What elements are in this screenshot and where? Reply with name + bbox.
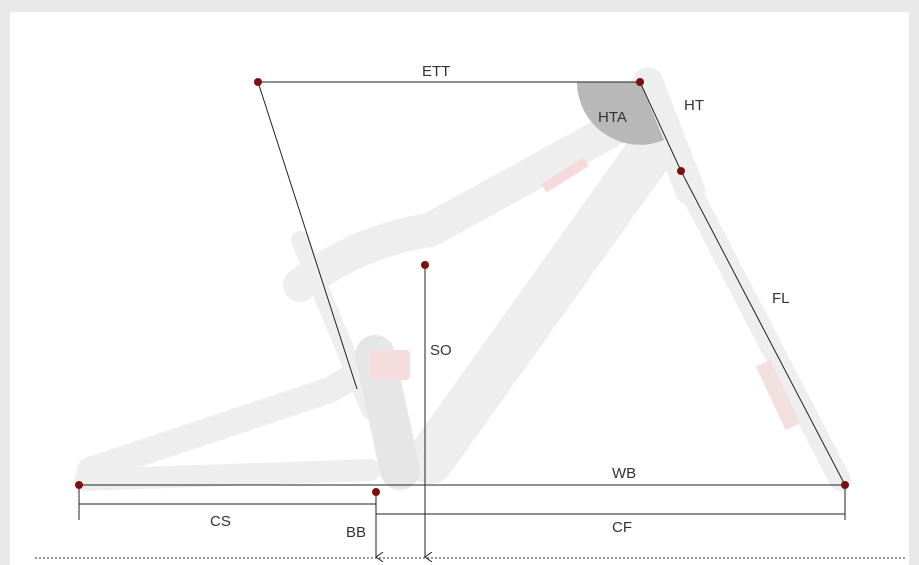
measurement-points bbox=[75, 78, 849, 496]
seat-axis-line bbox=[257, 81, 358, 390]
point-rear-axle bbox=[75, 481, 83, 489]
fl-line bbox=[680, 170, 846, 486]
chain-stay-shape bbox=[74, 459, 381, 491]
point-bottom-bracket bbox=[372, 488, 380, 496]
fork-shape bbox=[679, 179, 851, 491]
head-tube-angle-wedge bbox=[577, 82, 664, 145]
decal-fork bbox=[755, 359, 801, 431]
measurement-lines bbox=[78, 81, 846, 557]
point-standover bbox=[421, 261, 429, 269]
label-ett: ETT bbox=[422, 63, 450, 80]
point-seat-top bbox=[254, 78, 262, 86]
point-front-axle bbox=[841, 481, 849, 489]
label-cf: CF bbox=[612, 519, 632, 536]
seat-tube-shape bbox=[291, 231, 379, 419]
label-fl: FL bbox=[772, 290, 790, 307]
decal-top-tube bbox=[541, 157, 589, 193]
point-head-top bbox=[636, 78, 644, 86]
label-ht: HT bbox=[684, 97, 704, 114]
label-hta: HTA bbox=[598, 109, 627, 126]
label-wb: WB bbox=[612, 465, 636, 482]
ht-line bbox=[639, 81, 682, 172]
label-bb: BB bbox=[346, 524, 366, 541]
decal-shock bbox=[370, 350, 410, 380]
label-so: SO bbox=[430, 342, 452, 359]
frame-decals bbox=[370, 157, 801, 431]
point-head-bottom bbox=[677, 167, 685, 175]
down-tube-shape bbox=[406, 121, 679, 484]
label-cs: CS bbox=[210, 513, 231, 530]
